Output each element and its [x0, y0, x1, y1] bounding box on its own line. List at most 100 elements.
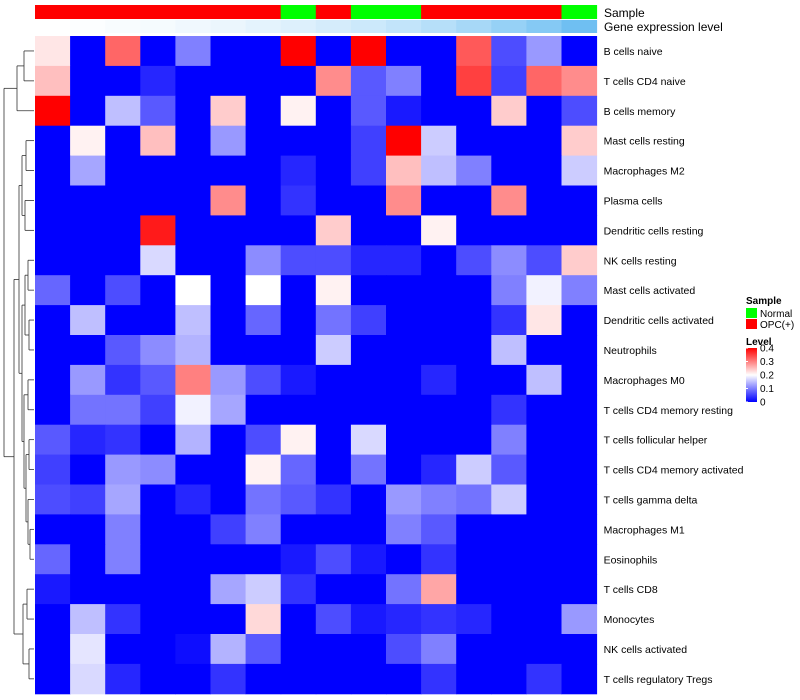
- heatmap-cell: [421, 394, 457, 426]
- heatmap-cell: [386, 604, 422, 635]
- heatmap-cell: [421, 155, 457, 186]
- gene-expression-annotation-cell: [210, 20, 247, 33]
- heatmap-cell: [245, 424, 282, 456]
- heatmap-cell: [140, 275, 176, 306]
- heatmap-cell: [35, 634, 71, 665]
- heatmap-cell: [70, 335, 106, 366]
- heatmap-cell: [140, 544, 176, 575]
- heatmap-cell: [526, 215, 562, 246]
- heatmap-cell: [456, 95, 492, 127]
- heatmap-cell: [70, 634, 106, 665]
- heatmap-cell: [561, 544, 598, 575]
- heatmap-cell: [561, 634, 598, 665]
- heatmap-cell: [561, 574, 598, 605]
- heatmap-cell: [526, 125, 562, 157]
- sample-annotation-cell: [456, 5, 492, 19]
- heatmap-cell: [70, 125, 106, 157]
- heatmap-cell: [175, 663, 211, 695]
- row-label: Eosinophils: [604, 554, 658, 566]
- heatmap-cell: [175, 544, 211, 575]
- heatmap-cell: [526, 335, 562, 366]
- heatmap-cell: [140, 364, 176, 396]
- heatmap-cell: [315, 424, 352, 456]
- heatmap-cell: [280, 155, 317, 186]
- heatmap-cell: [350, 245, 387, 276]
- heatmap-cell: [105, 663, 141, 695]
- gene-expression-annotation-cell: [140, 20, 176, 33]
- heatmap-cell: [386, 65, 422, 97]
- row-label: Dendritic cells activated: [604, 315, 714, 327]
- sample-annotation-cell: [315, 5, 352, 19]
- heatmap-cell: [491, 604, 527, 635]
- gene-expression-annotation-cell: [386, 20, 422, 33]
- heatmap-cell: [210, 663, 247, 695]
- heatmap-cell: [561, 604, 598, 635]
- heatmap-cell: [386, 185, 422, 216]
- heatmap-cell: [210, 36, 247, 67]
- heatmap-cell: [35, 245, 71, 276]
- sample-annotation-label: Sample: [604, 6, 645, 20]
- heatmap-cell: [70, 36, 106, 67]
- row-label: Macrophages M0: [604, 375, 685, 387]
- heatmap-cell: [350, 305, 387, 336]
- heatmap-cell: [210, 305, 247, 336]
- heatmap-cell: [210, 604, 247, 635]
- heatmap-cell: [35, 604, 71, 635]
- heatmap-cell: [70, 544, 106, 575]
- heatmap-cell: [35, 424, 71, 456]
- heatmap-cell: [315, 185, 352, 216]
- heatmap-cell: [350, 484, 387, 515]
- heatmap-cell: [526, 634, 562, 665]
- heatmap-cell: [105, 305, 141, 336]
- row-label: Neutrophils: [604, 345, 657, 357]
- heatmap-cell: [456, 364, 492, 396]
- heatmap-cell: [526, 95, 562, 127]
- heatmap-cell: [386, 514, 422, 545]
- heatmap-cell: [421, 125, 457, 157]
- heatmap-cell: [456, 125, 492, 157]
- heatmap-cell: [421, 364, 457, 396]
- row-label: Mast cells activated: [604, 285, 696, 297]
- heatmap-cell: [70, 185, 106, 216]
- heatmap-cell: [140, 604, 176, 635]
- heatmap-cell: [210, 574, 247, 605]
- gene-expression-annotation-cell: [105, 20, 141, 33]
- heatmap-cell: [561, 65, 598, 97]
- heatmap-cell: [175, 95, 211, 127]
- heatmap-cell: [561, 185, 598, 216]
- heatmap-cell: [491, 275, 527, 306]
- heatmap-cell: [245, 305, 282, 336]
- sample-annotation-cell: [210, 5, 247, 19]
- heatmap-cell: [140, 634, 176, 665]
- row-label: Macrophages M1: [604, 524, 685, 536]
- heatmap-cell: [245, 185, 282, 216]
- row-label: T cells CD4 memory resting: [604, 405, 733, 417]
- heatmap-cell: [35, 305, 71, 336]
- heatmap-cell: [386, 544, 422, 575]
- heatmap-cell: [280, 484, 317, 515]
- heatmap-cell: [175, 514, 211, 545]
- heatmap-cell: [386, 125, 422, 157]
- heatmap-cell: [526, 185, 562, 216]
- heatmap-cell: [105, 95, 141, 127]
- heatmap-cell: [175, 634, 211, 665]
- sample-annotation-cell: [526, 5, 562, 19]
- heatmap-cell: [105, 155, 141, 186]
- row-label: T cells gamma delta: [604, 494, 698, 506]
- heatmap-cell: [561, 335, 598, 366]
- heatmap-cell: [526, 514, 562, 545]
- sample-annotation-cell: [175, 5, 211, 19]
- heatmap-cell: [140, 36, 176, 67]
- row-label: NK cells resting: [604, 255, 677, 267]
- heatmap-cell: [140, 125, 176, 157]
- heatmap-cell: [140, 663, 176, 695]
- heatmap-cell: [175, 155, 211, 186]
- heatmap-cell: [491, 215, 527, 246]
- heatmap-cell: [456, 65, 492, 97]
- heatmap-cell: [491, 484, 527, 515]
- heatmap-cell: [456, 185, 492, 216]
- heatmap-cell: [421, 604, 457, 635]
- heatmap-cell: [421, 185, 457, 216]
- heatmap-cell: [70, 155, 106, 186]
- heatmap-cell: [526, 275, 562, 306]
